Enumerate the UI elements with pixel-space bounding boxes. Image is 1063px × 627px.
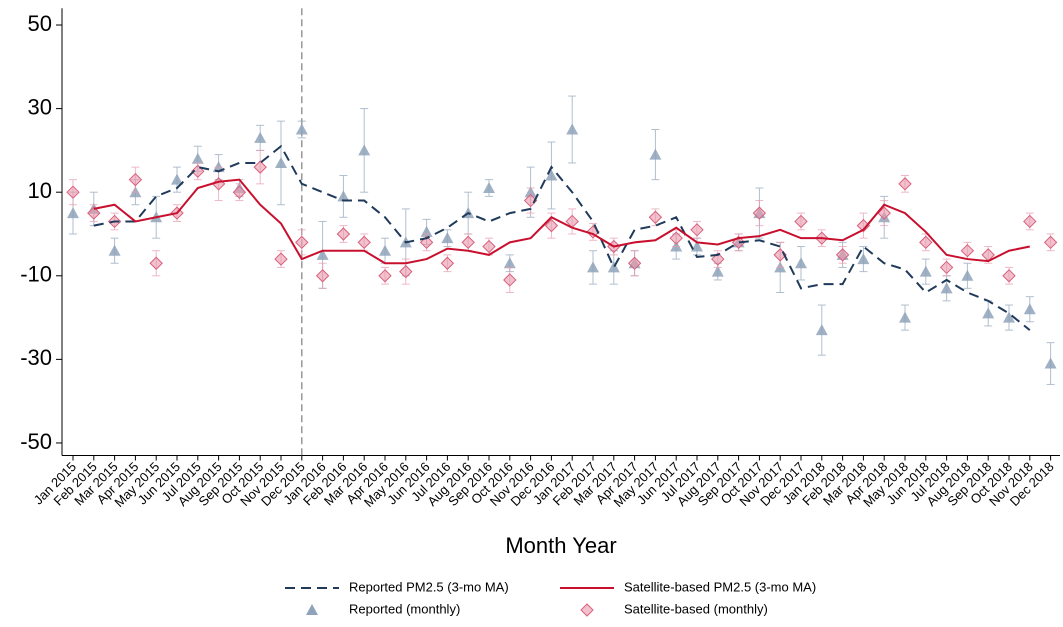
- triangle-marker: [108, 244, 121, 256]
- triangle-marker: [1003, 311, 1015, 323]
- diamond-marker: [690, 223, 704, 237]
- diamond-marker: [503, 273, 517, 287]
- triangle-marker: [171, 173, 183, 185]
- diamond-marker: [295, 235, 309, 250]
- diamond-marker: [66, 185, 80, 199]
- diamond-marker: [1023, 214, 1037, 229]
- diamond-marker: [461, 235, 475, 250]
- legend-symbol: [580, 603, 594, 617]
- triangle-marker: [961, 269, 974, 281]
- triangle-marker: [337, 190, 350, 202]
- diamond-marker: [482, 239, 496, 254]
- triangle-marker: [649, 148, 662, 160]
- y-tick-label: 50: [28, 11, 52, 36]
- triangle-marker: [275, 156, 287, 168]
- triangle-marker: [899, 311, 911, 323]
- diamond-marker: [149, 256, 163, 270]
- triangle-marker: [67, 207, 79, 219]
- triangle-marker: [441, 232, 454, 244]
- diamond-marker: [523, 193, 538, 208]
- diamond-marker: [87, 206, 101, 220]
- y-tick-label: -10: [20, 262, 52, 287]
- triangle-marker: [711, 265, 724, 277]
- diamond-marker: [274, 252, 288, 266]
- diamond-marker: [898, 177, 912, 191]
- triangle-marker: [587, 261, 599, 273]
- triangle-marker: [857, 253, 870, 265]
- triangle-marker: [191, 152, 204, 164]
- diamond-marker: [1002, 269, 1016, 283]
- triangle-marker: [503, 257, 516, 269]
- triangle-marker: [254, 131, 267, 143]
- diamond-marker: [378, 269, 392, 283]
- diamond-marker: [336, 227, 351, 241]
- diamond-marker: [128, 172, 143, 187]
- diamond-marker: [232, 185, 247, 199]
- legend-label: Reported PM2.5 (3-mo MA): [349, 579, 509, 594]
- triangle-marker: [795, 257, 807, 269]
- triangle-marker: [982, 307, 995, 319]
- legend-label: Satellite-based (monthly): [624, 601, 768, 616]
- y-tick-label: 30: [28, 94, 52, 119]
- legend-label: Reported (monthly): [349, 601, 460, 616]
- diamond-marker: [357, 235, 371, 250]
- diamond-marker: [440, 256, 455, 270]
- x-axis-title: Month Year: [505, 533, 616, 558]
- diamond-marker: [648, 210, 663, 224]
- diamond-marker: [711, 252, 725, 266]
- triangle-marker: [295, 123, 308, 135]
- diamond-marker: [253, 160, 267, 174]
- diamond-marker: [960, 244, 975, 258]
- triangle-marker: [545, 169, 558, 181]
- triangle-marker: [566, 123, 579, 135]
- diamond-marker: [399, 264, 413, 279]
- y-tick-label: 10: [28, 178, 52, 203]
- diamond-marker: [627, 256, 642, 270]
- triangle-marker: [940, 282, 953, 294]
- diamond-marker: [1043, 235, 1058, 250]
- series-line: [93, 144, 1031, 331]
- triangle-marker: [815, 324, 828, 336]
- triangle-marker: [919, 265, 932, 277]
- diamond-marker: [315, 269, 330, 283]
- diamond-marker: [752, 206, 767, 220]
- diamond-marker: [669, 231, 683, 245]
- diamond-marker: [544, 218, 559, 233]
- legend-label: Satellite-based PM2.5 (3-mo MA): [624, 579, 816, 594]
- triangle-marker: [1023, 303, 1036, 315]
- triangle-marker: [691, 240, 703, 252]
- triangle-marker: [358, 144, 371, 156]
- triangle-marker: [483, 182, 495, 194]
- triangle-marker: [1044, 357, 1057, 369]
- triangle-marker: [316, 248, 329, 260]
- diamond-marker: [939, 260, 954, 275]
- diamond-marker: [835, 248, 850, 262]
- triangle-marker: [607, 261, 620, 273]
- y-tick-label: -50: [20, 429, 52, 454]
- diamond-marker: [919, 235, 933, 250]
- y-tick-label: -30: [20, 345, 52, 370]
- triangle-marker: [379, 244, 391, 256]
- diamond-marker: [794, 214, 808, 229]
- series-line: [93, 178, 1030, 265]
- legend-symbol: [306, 604, 318, 615]
